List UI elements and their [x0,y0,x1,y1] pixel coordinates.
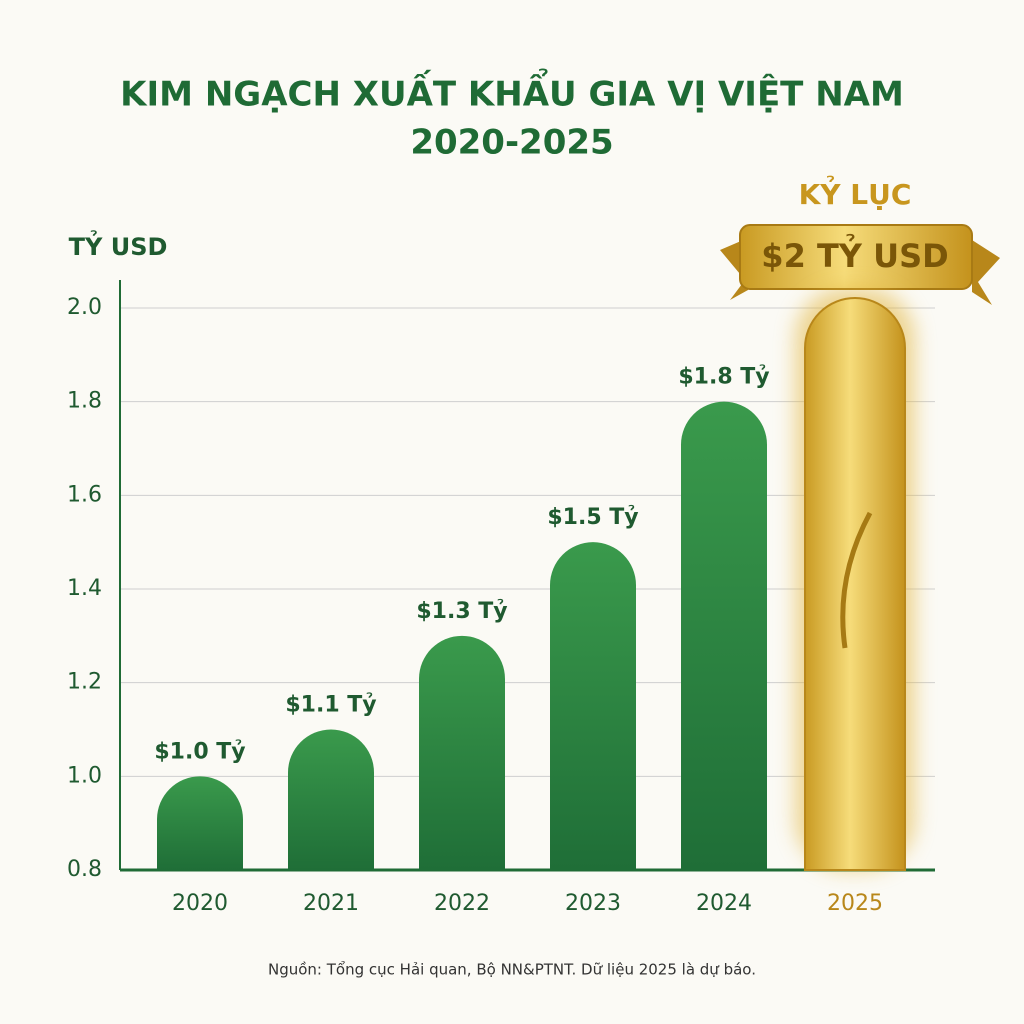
bar [681,401,767,870]
value-label: $1.0 Tỷ [154,739,245,764]
y-tick-label: 0.8 [67,857,102,882]
y-tick-label: 1.2 [67,670,102,695]
bar [157,776,243,870]
chart-title: KIM NGẠCH XUẤT KHẨU GIA VỊ VIỆT NAM [120,69,904,115]
y-axis-label: TỶ USD [69,228,168,261]
source-note: Nguồn: Tổng cục Hải quan, Bộ NN&PTNT. Dữ… [268,961,756,979]
x-tick-label: 2022 [434,891,490,916]
bar-arrow [840,511,873,649]
value-label: $1.8 Tỷ [678,365,769,390]
y-tick-label: 1.6 [67,482,102,507]
x-tick-label: 2025 [827,891,883,916]
x-tick-label: 2020 [172,891,228,916]
y-tick-label: 2.0 [67,295,102,320]
value-label: $1.1 Tỷ [285,693,376,718]
x-tick-label: 2023 [565,891,621,916]
y-tick-label: 1.8 [67,389,102,414]
banner: KỶ LỤC $2 TỶ USD [720,174,1000,305]
banner-text: $2 TỶ USD [761,234,948,275]
bar [804,297,906,871]
x-tick-label: 2021 [303,891,359,916]
banner-title: KỶ LỤC [799,174,912,211]
value-label: $1.3 Tỷ [416,599,507,624]
bar [288,729,374,870]
x-tick-label: 2024 [696,891,752,916]
chart-subtitle: 2020-2025 [410,123,613,163]
bar [419,635,505,870]
banner-ribbon [972,240,1000,305]
bar [550,542,636,870]
y-tick-label: 1.4 [67,576,102,601]
y-tick-label: 1.0 [67,763,102,788]
value-label: $1.5 Tỷ [547,505,638,530]
